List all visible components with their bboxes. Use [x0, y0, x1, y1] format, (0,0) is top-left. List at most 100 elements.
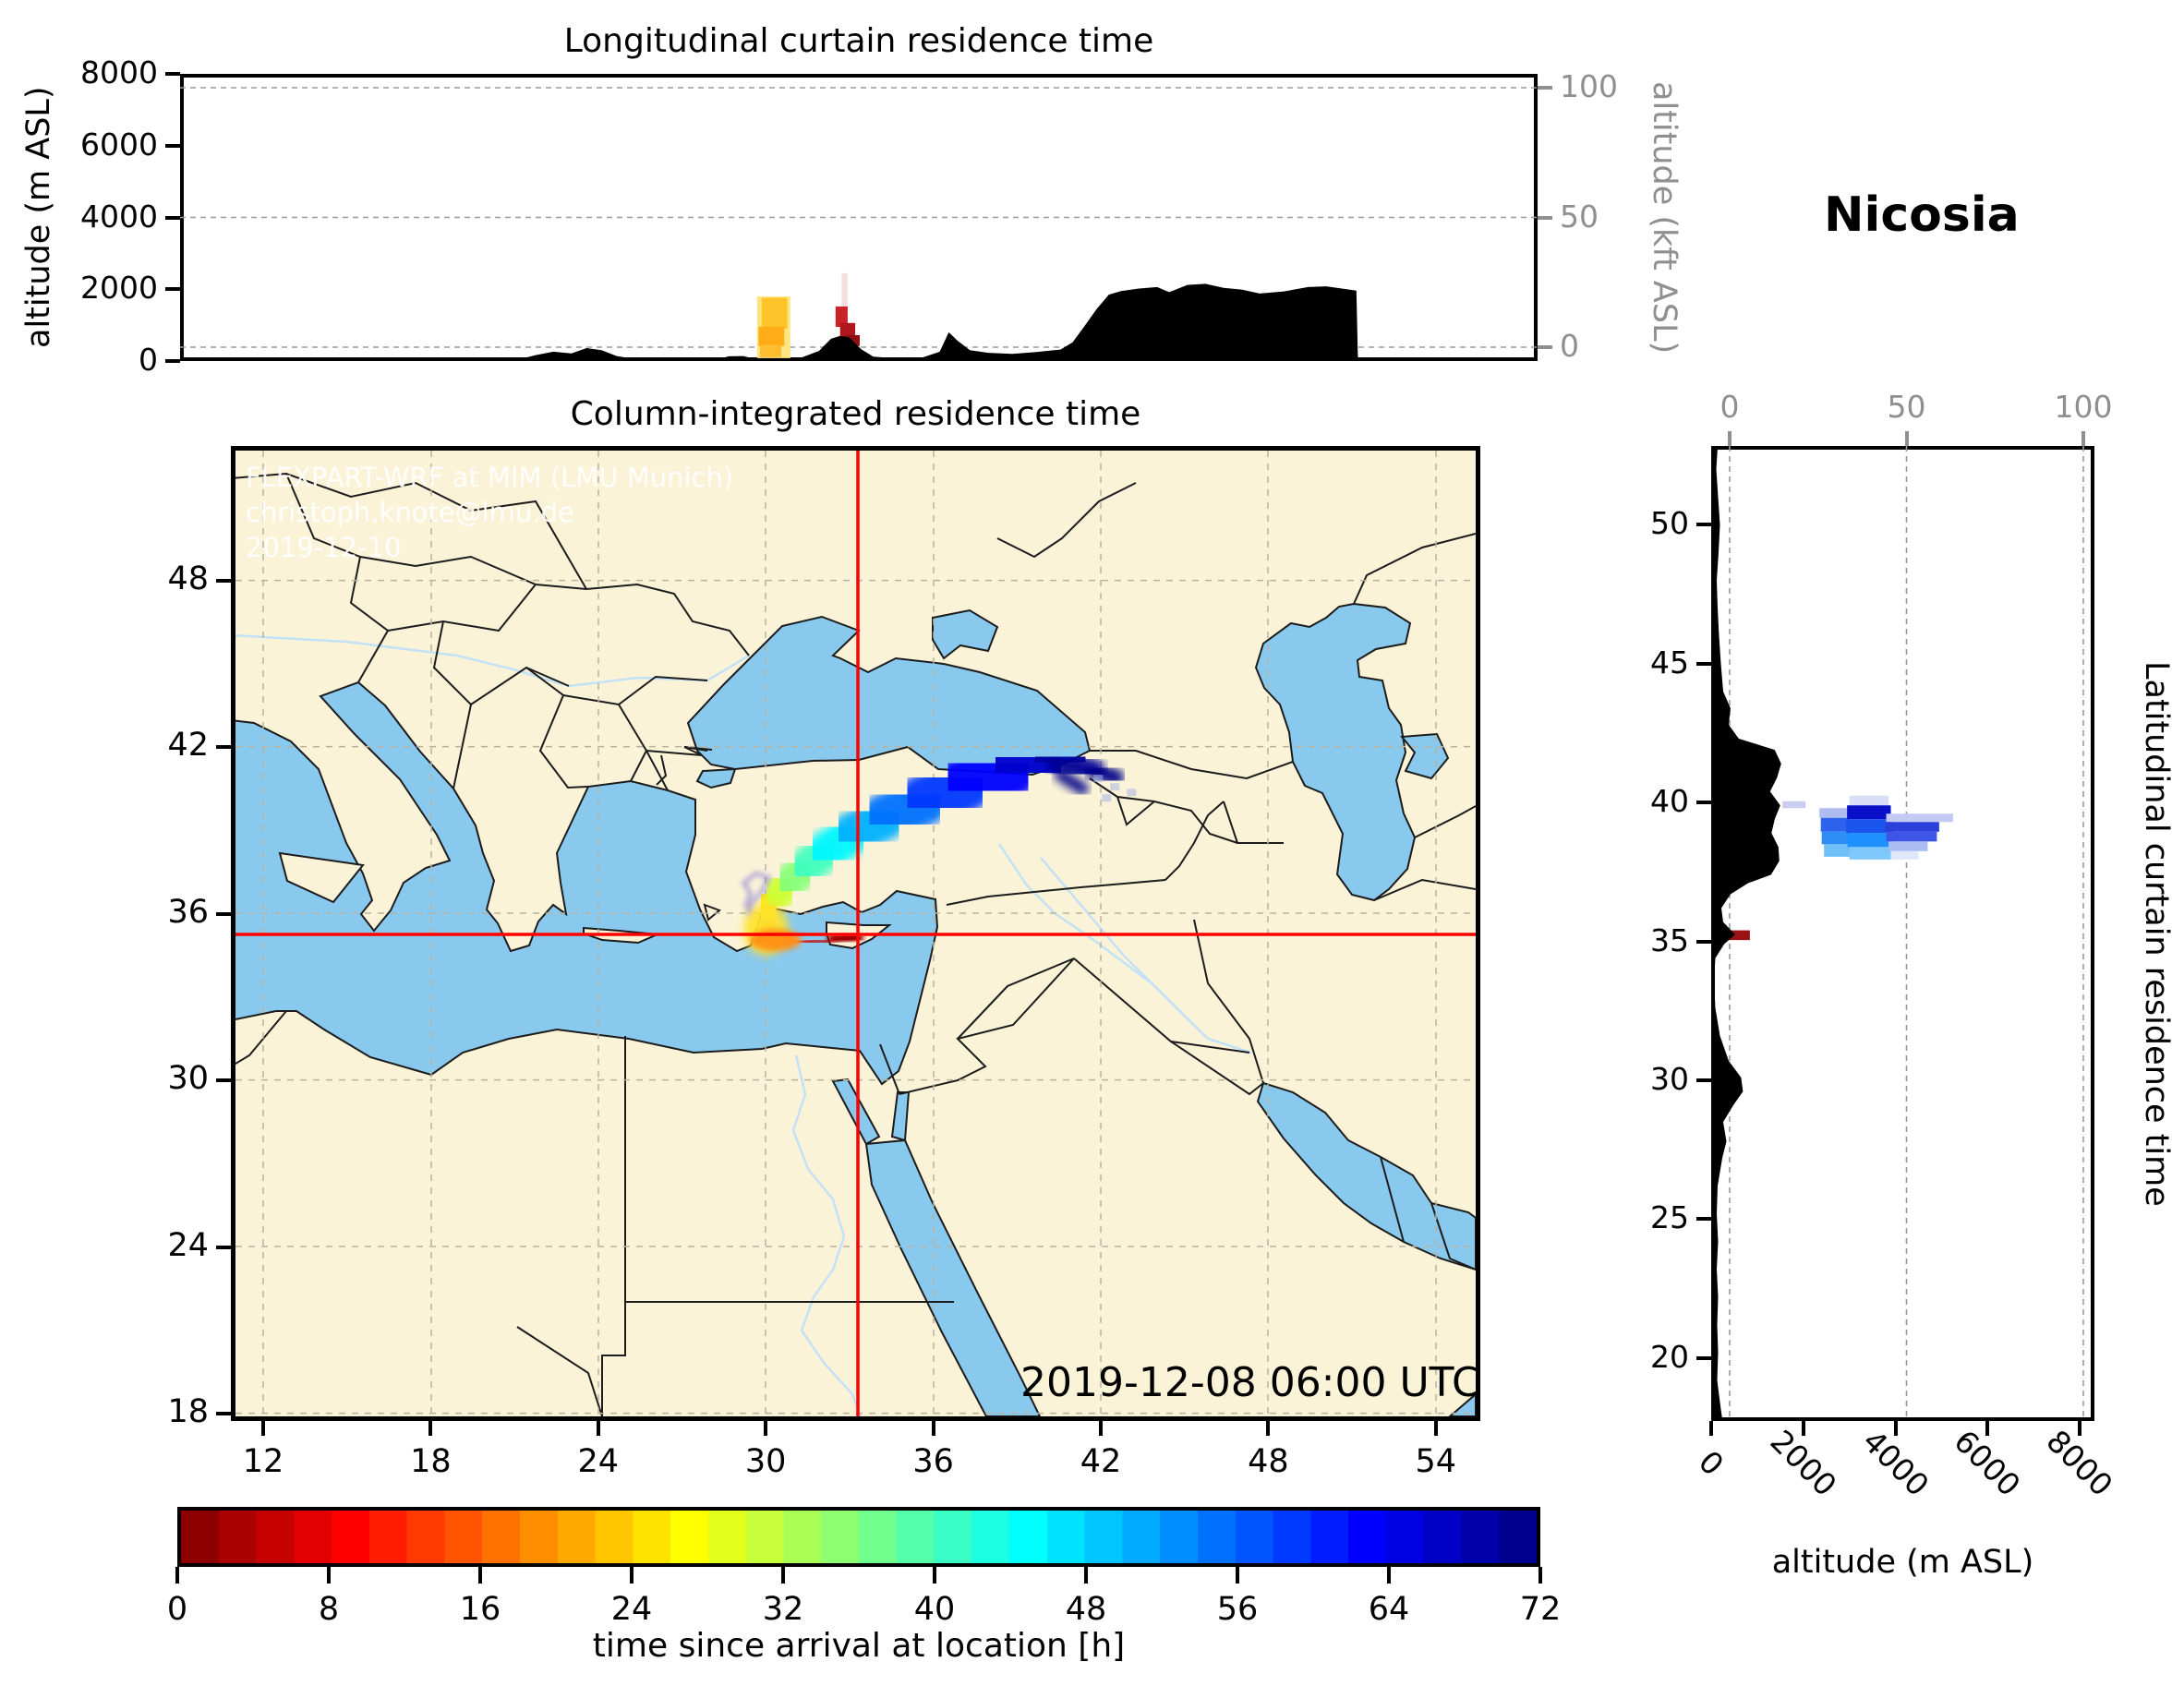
top-panel-ytick	[165, 359, 180, 363]
colorbar-tick	[327, 1567, 331, 1584]
colorbar-tick-label: 32	[762, 1591, 804, 1628]
colorbar-tick-label: 40	[913, 1591, 956, 1628]
right-panel-ytick-label: 30	[1650, 1061, 1689, 1098]
map-ytick-label: 18	[167, 1393, 209, 1431]
colorbar-tick-label: 72	[1519, 1591, 1562, 1628]
right-panel-ytick-label: 20	[1650, 1338, 1689, 1375]
map-xtick	[428, 1421, 433, 1436]
top-panel-kft-label: 0	[1560, 328, 1579, 364]
top-panel-ytick-label: 0	[139, 342, 158, 378]
top-panel-ytick	[165, 143, 180, 148]
curtain-patch	[758, 326, 785, 346]
right-panel-ytick-label: 45	[1650, 644, 1689, 680]
right-panel-top-label: 100	[2054, 389, 2113, 425]
right-panel-top-tick	[1728, 431, 1732, 446]
colorbar-tick-label: 24	[610, 1591, 653, 1628]
map-seas	[235, 602, 1476, 1416]
map-xtick-label: 30	[744, 1443, 787, 1480]
longitudinal-curtain-plot	[178, 87, 1538, 361]
top-panel-kft-tick	[1538, 215, 1552, 220]
top-panel-ytick-label: 6000	[80, 126, 158, 163]
colorbar-tick	[630, 1567, 633, 1584]
map-ytick-label: 42	[167, 727, 209, 765]
residence-time-plume	[741, 731, 1137, 956]
black-sea	[686, 615, 1092, 777]
map-ytick	[216, 578, 231, 583]
right-panel-top-label: 50	[1887, 389, 1926, 425]
top-panel-kft-tick	[1538, 345, 1552, 349]
map-xtick-label: 36	[912, 1443, 954, 1480]
persian-gulf	[1256, 1081, 1476, 1271]
colorbar	[177, 1507, 1540, 1567]
latitudinal-curtain-plot	[1711, 446, 2084, 1421]
map-ytick	[216, 911, 231, 916]
marmara-sea	[695, 767, 737, 789]
map-xtick	[931, 1421, 935, 1436]
curtain-patch	[1849, 847, 1892, 860]
top-panel-ylabel-right: altitude (kft ASL)	[1646, 80, 1683, 355]
right-panel-xtick	[1709, 1421, 1713, 1436]
right-panel-xtick	[1801, 1421, 1805, 1436]
curtain-patch	[760, 344, 781, 357]
curtain-patch	[1782, 801, 1806, 809]
colorbar-tick-label: 8	[318, 1591, 340, 1628]
right-panel-ytick	[1696, 661, 1711, 666]
terrain-profile-latitude	[1711, 446, 1781, 1421]
azov-sea	[932, 608, 999, 660]
colorbar-tick	[933, 1567, 936, 1584]
map-xtick-label: 54	[1415, 1443, 1457, 1480]
colorbar-tick	[1538, 1567, 1542, 1584]
map-xtick-label: 12	[242, 1443, 284, 1480]
top-panel-kft-label: 100	[1560, 68, 1618, 104]
curtain-patch	[841, 272, 848, 307]
map-xtick-label: 48	[1248, 1443, 1289, 1480]
colorbar-tick	[175, 1567, 179, 1584]
right-panel-ytick	[1696, 1078, 1711, 1083]
right-panel-xtick	[1985, 1421, 1990, 1436]
top-panel-ytick	[165, 72, 180, 76]
map-ytick-label: 48	[167, 560, 209, 597]
right-panel-xlabel: altitude (m ASL)	[1771, 1544, 2034, 1581]
gulf-of-suez	[831, 1078, 881, 1146]
map-xtick	[261, 1421, 265, 1436]
curtain-patch	[1821, 831, 1852, 845]
map-borders	[235, 472, 1476, 1416]
colorbar-tick	[1084, 1567, 1088, 1584]
right-panel-ytick	[1696, 523, 1711, 527]
watermark-line-1: FLEXPART-WRF at MIM (LMU Munich)	[246, 462, 734, 493]
right-panel-ytick-label: 35	[1650, 921, 1689, 958]
curtain-patch	[1722, 930, 1750, 941]
curtain-patch	[1820, 817, 1850, 832]
right-panel-ylabel-right: Latitudinal curtain residence time	[2138, 660, 2175, 1207]
map-plot	[235, 451, 1476, 1416]
map-timestamp: 2019-12-08 06:00 UTC	[1020, 1359, 1480, 1406]
colorbar-tick-label: 16	[459, 1591, 501, 1628]
curtain-patch	[1846, 819, 1894, 834]
tigris-river	[1040, 857, 1209, 1040]
curtain-patch	[1888, 841, 1928, 851]
map-ytick	[216, 1412, 231, 1416]
curtain-patch	[846, 335, 860, 346]
colorbar-tick-label: 48	[1065, 1591, 1107, 1628]
colorbar-tick-label: 56	[1216, 1591, 1259, 1628]
terrain-profile-longitude	[178, 283, 1358, 361]
map-ytick-label: 36	[167, 893, 209, 931]
right-panel-top-label: 0	[1719, 389, 1740, 425]
top-panel-title: Longitudinal curtain residence time	[563, 22, 1154, 60]
right-panel-top-tick	[1904, 431, 1909, 446]
right-panel-xtick-label: 0	[1691, 1443, 1732, 1483]
map-xtick	[764, 1421, 768, 1436]
curtain-patch	[1890, 850, 1919, 860]
map-title: Column-integrated residence time	[570, 395, 1141, 433]
curtain-patch	[1849, 795, 1889, 806]
top-panel-kft-tick	[1538, 86, 1552, 90]
map-xtick	[596, 1421, 600, 1436]
curtain-patch	[835, 306, 848, 328]
map-ytick	[216, 745, 231, 750]
watermark-line-2: christoph.knote@lmu.de	[246, 497, 574, 528]
map-xtick-label: 42	[1080, 1443, 1122, 1480]
map-ytick	[216, 1078, 231, 1083]
curtain-patch	[1886, 813, 1953, 823]
map-ytick	[216, 1245, 231, 1249]
